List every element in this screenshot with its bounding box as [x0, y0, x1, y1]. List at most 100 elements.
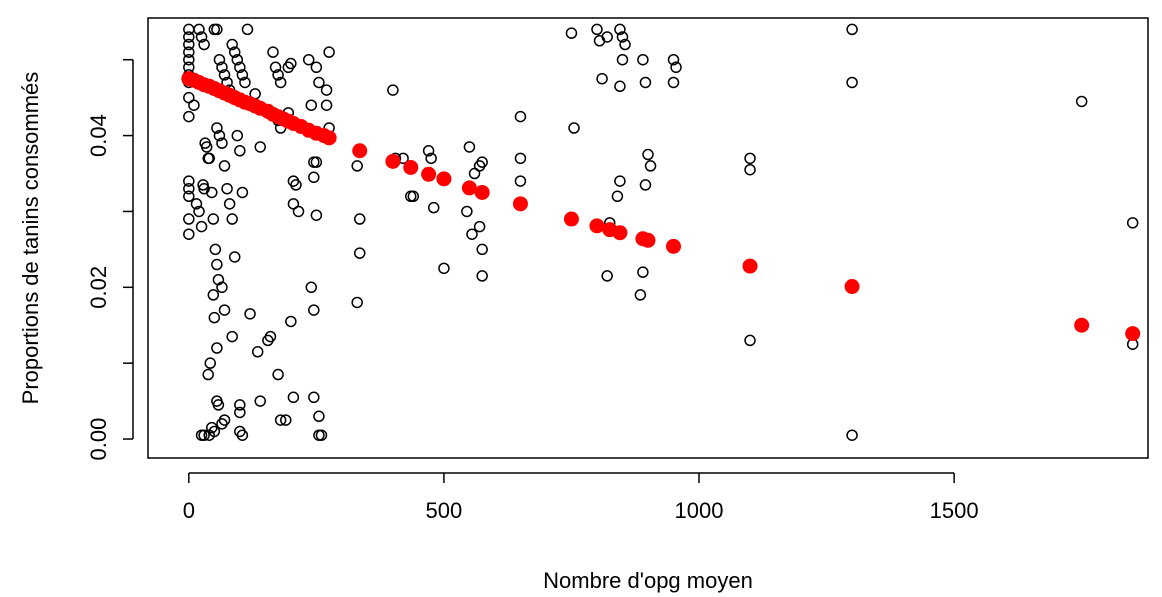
- observation-point: [596, 72, 608, 85]
- observation-point: [203, 152, 215, 165]
- observation-point: [183, 31, 195, 43]
- data-points: [181, 23, 1141, 441]
- observation-point: [234, 61, 246, 74]
- observation-point: [514, 175, 527, 187]
- observation-point: [204, 357, 216, 369]
- prediction-point: [321, 130, 337, 146]
- observation-point: [190, 198, 203, 210]
- observation-point: [228, 46, 241, 58]
- y-axis: 0.00 0.02 0.04: [86, 58, 134, 461]
- observation-point: [466, 228, 478, 240]
- observation-point: [308, 304, 320, 316]
- observation-point: [209, 243, 222, 256]
- observation-point: [269, 61, 282, 74]
- observation-point: [202, 368, 214, 381]
- x-tick-label: 500: [426, 498, 463, 523]
- observation-point: [616, 53, 629, 66]
- observation-point: [251, 346, 264, 358]
- observation-point: [207, 213, 220, 225]
- observation-point: [425, 152, 437, 165]
- observation-point: [568, 122, 580, 134]
- observation-point: [183, 110, 195, 123]
- observation-point: [195, 31, 208, 43]
- observation-point: [183, 53, 195, 66]
- x-axis: 0 500 1000 1500: [183, 472, 979, 523]
- prediction-point: [385, 153, 401, 169]
- observation-point: [670, 61, 682, 74]
- observation-point: [274, 76, 287, 89]
- observation-point: [667, 53, 680, 66]
- y-axis-label: Proportions de tanins consommés: [18, 72, 43, 405]
- observation-point: [639, 76, 652, 89]
- observation-point: [591, 23, 603, 36]
- observation-point: [236, 69, 249, 81]
- observation-point: [353, 247, 366, 259]
- observation-point: [216, 137, 228, 149]
- observation-point: [211, 342, 223, 354]
- observation-point: [846, 429, 858, 441]
- observation-point: [183, 190, 195, 203]
- observation-point: [198, 429, 210, 441]
- observation-point: [323, 46, 335, 58]
- observation-point: [221, 182, 233, 195]
- observation-point: [614, 23, 626, 36]
- observation-point: [234, 406, 246, 419]
- observation-point: [407, 190, 420, 203]
- observation-point: [614, 175, 626, 187]
- observation-point: [310, 61, 323, 74]
- observation-point: [601, 270, 613, 282]
- observation-point: [601, 31, 613, 43]
- observation-point: [351, 296, 363, 309]
- observation-point: [212, 399, 225, 411]
- observation-point: [231, 129, 244, 142]
- observation-point: [637, 53, 649, 66]
- observation-point: [305, 99, 318, 111]
- observation-point: [218, 304, 231, 316]
- observation-point: [614, 80, 626, 93]
- observation-point: [236, 186, 249, 199]
- observation-point: [254, 141, 266, 153]
- observation-point: [285, 57, 297, 70]
- observation-point: [514, 152, 527, 165]
- observation-point: [667, 76, 680, 89]
- y-tick-label: 0.04: [86, 114, 111, 157]
- observation-point: [422, 145, 435, 157]
- observation-point: [208, 311, 221, 324]
- plot-frame: [147, 17, 1149, 459]
- observation-point: [244, 308, 256, 320]
- observation-point: [353, 213, 366, 225]
- observation-point: [320, 84, 333, 96]
- observation-point: [218, 69, 231, 81]
- observation-point: [565, 27, 578, 39]
- prediction-point: [436, 171, 452, 187]
- observation-point: [1126, 217, 1139, 229]
- observation-point: [213, 129, 226, 142]
- observation-point: [208, 425, 221, 438]
- observation-point: [183, 46, 195, 58]
- y-tick-label: 0.00: [86, 418, 111, 461]
- observation-point: [274, 414, 287, 426]
- observation-point: [473, 220, 486, 233]
- observation-point: [619, 38, 631, 51]
- observation-point: [461, 205, 473, 218]
- observation-point: [239, 76, 251, 89]
- observation-point: [218, 414, 231, 426]
- observation-point: [280, 414, 292, 426]
- observation-point: [387, 84, 399, 96]
- observation-point: [476, 156, 488, 168]
- observation-point: [216, 61, 228, 74]
- prediction-point: [512, 196, 528, 212]
- x-tick-label: 1000: [675, 498, 724, 523]
- observation-point: [476, 270, 488, 282]
- observation-point: [634, 289, 647, 301]
- observation-point: [234, 145, 246, 157]
- prediction-point: [563, 211, 579, 227]
- observation-point: [313, 410, 325, 423]
- observation-point: [744, 163, 756, 176]
- observation-point: [218, 160, 231, 172]
- prediction-point: [421, 166, 437, 182]
- observation-point: [320, 99, 333, 111]
- prediction-point: [461, 180, 477, 196]
- observation-point: [207, 289, 220, 301]
